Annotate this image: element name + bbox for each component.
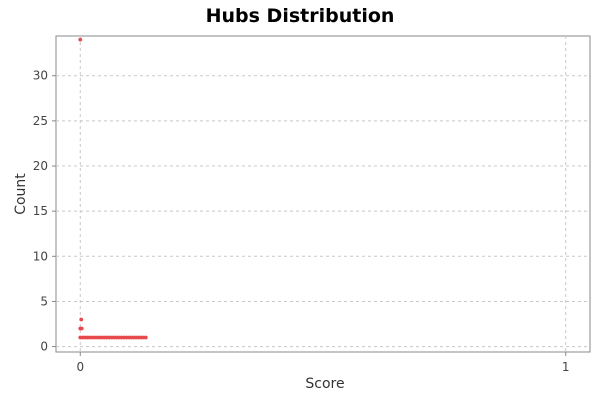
x-axis-label: Score — [305, 376, 344, 392]
y-tick-label: 15 — [33, 204, 48, 218]
data-point — [79, 326, 84, 331]
data-points — [78, 37, 148, 340]
y-tick-label: 30 — [33, 69, 48, 83]
data-point — [143, 335, 148, 340]
data-point — [78, 37, 83, 42]
plot-area — [55, 35, 591, 353]
data-point — [79, 317, 84, 322]
x-tick-label: 0 — [76, 360, 84, 374]
y-tick-label: 25 — [33, 114, 48, 128]
chart-title: Hubs Distribution — [206, 5, 395, 27]
x-tick-label: 1 — [562, 360, 570, 374]
y-tick-label: 10 — [33, 249, 48, 263]
y-tick-label: 5 — [40, 294, 48, 308]
grid-lines — [56, 36, 590, 352]
y-tick-label: 20 — [33, 159, 48, 173]
y-tick-label: 0 — [40, 340, 48, 354]
y-axis-label: Count — [13, 173, 29, 215]
axis-ticks: 0 5 10 15 20 25 30 0 1 — [33, 69, 570, 374]
